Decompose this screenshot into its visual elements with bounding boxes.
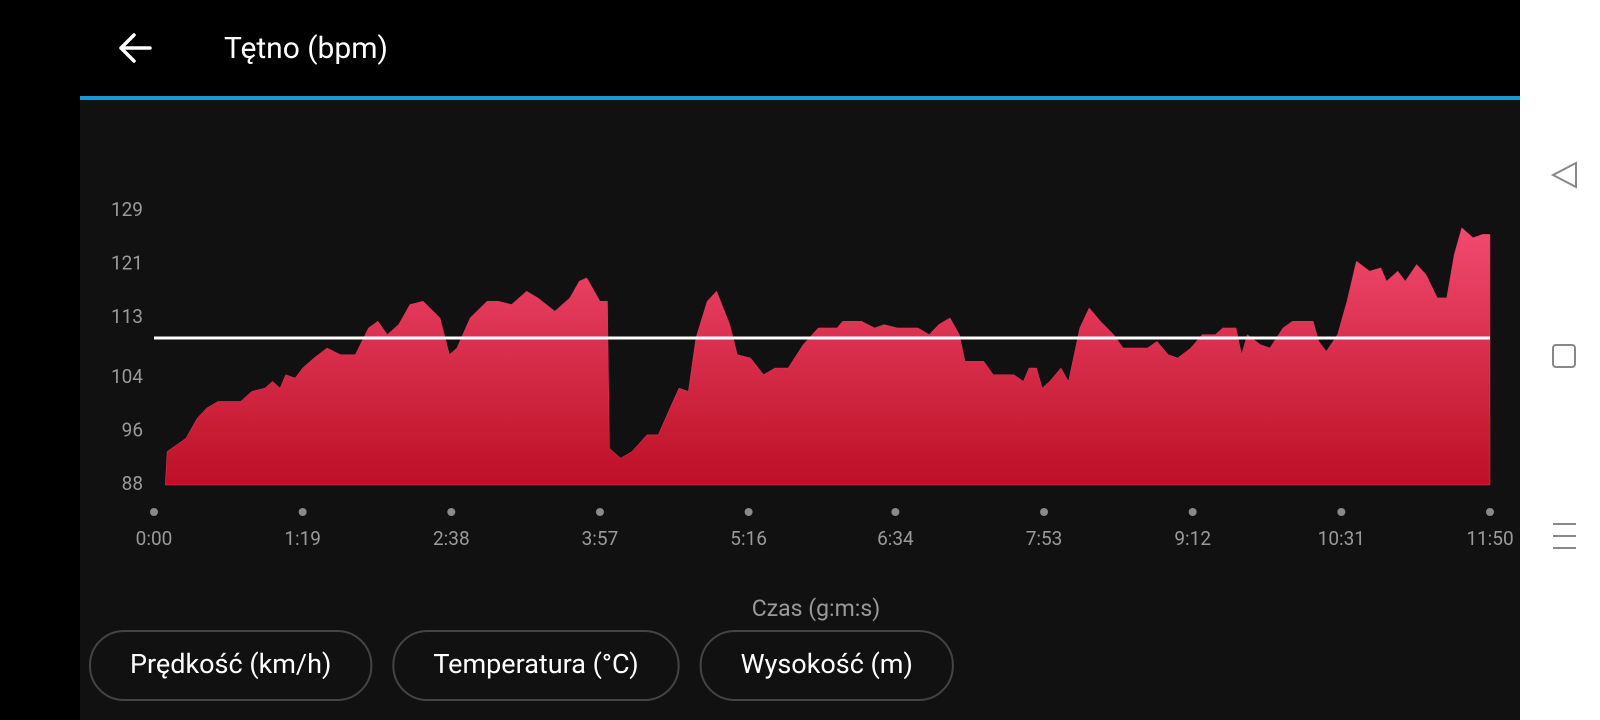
y-tick-label: 113 (111, 305, 143, 328)
y-tick-label: 96 (122, 419, 143, 442)
button[interactable] (89, 630, 373, 701)
x-tick-label: 10:31 (1318, 527, 1365, 550)
x-tick-dot (447, 508, 456, 516)
x-tick-dot (1040, 508, 1049, 516)
y-tick-label: 104 (111, 365, 143, 388)
header (80, 0, 1520, 96)
button-label[interactable]: Temperatura (°C) (433, 648, 638, 680)
x-tick-dot (298, 508, 307, 516)
nav-back[interactable] (1550, 161, 1577, 189)
x-axis-title: Czas (g:m:s) (752, 595, 880, 622)
x-tick-dot (891, 508, 900, 516)
x-tick-label: 9:12 (1174, 527, 1211, 550)
left-bar (0, 0, 80, 720)
x-tick-label: 7:53 (1026, 527, 1063, 550)
x-tick-dot (1188, 508, 1197, 516)
x-tick-dot (150, 508, 158, 516)
y-tick-label: 121 (111, 251, 143, 274)
button-label[interactable]: Prędkość (km/h) (130, 648, 331, 680)
x-tick-dot (1337, 508, 1346, 516)
buttons: Prędkość (km/h) Temperatura (°C) Wysokość … (89, 630, 954, 701)
x-tick-label: 6:34 (877, 527, 914, 550)
x-tick-dot (1486, 508, 1494, 516)
y-tick-label: 129 (111, 198, 143, 221)
x-tick-label: 0:00 (136, 527, 173, 550)
x-tick-label: 11:50 (1466, 527, 1513, 550)
header-title: Tętno (bpm) (224, 31, 388, 66)
x-tick-label: 1:19 (284, 527, 321, 550)
nav-bar (1520, 0, 1600, 720)
header-line (80, 96, 1520, 100)
x-tick-dot (744, 508, 753, 516)
nav-menu[interactable] (1553, 523, 1576, 549)
back-button[interactable] (119, 33, 152, 63)
y-tick-label: 88 (122, 472, 143, 495)
chart: 88 96 104 113 121 129 0:00 1:19 2:38 3:57 5:16 6:34… (111, 198, 1514, 550)
button-label[interactable]: Wysokość (m) (741, 648, 913, 680)
x-tick-label: 3:57 (582, 527, 619, 550)
area (165, 227, 1491, 486)
x-tick-dot (595, 508, 604, 516)
x-tick-label: 5:16 (730, 527, 767, 550)
nav-home[interactable] (1552, 344, 1576, 368)
button[interactable] (699, 630, 954, 701)
x-tick-label: 2:38 (433, 527, 470, 550)
button[interactable] (392, 630, 680, 701)
